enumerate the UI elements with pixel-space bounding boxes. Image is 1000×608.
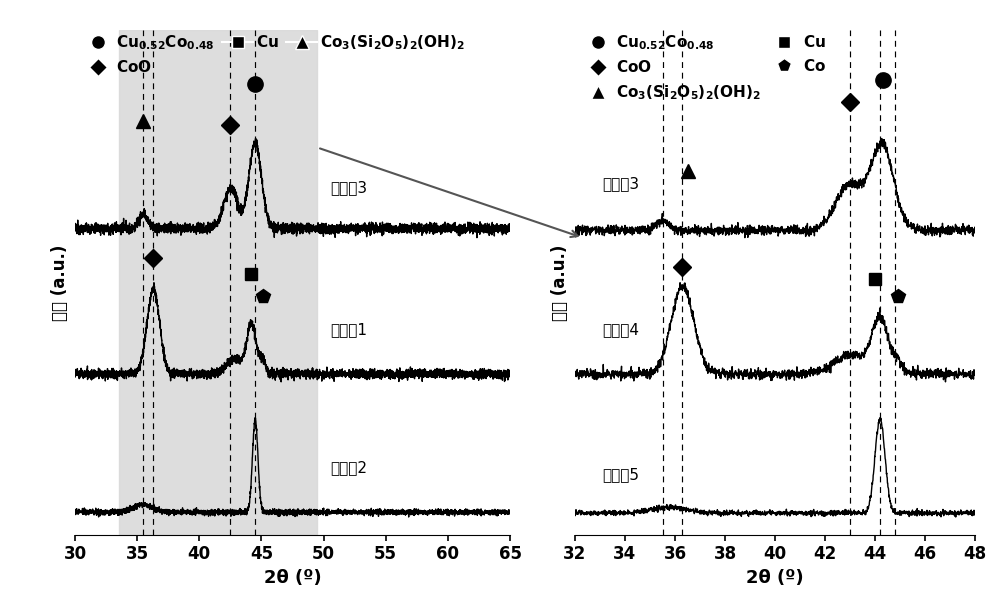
Text: 比较例2: 比较例2 <box>330 460 367 475</box>
X-axis label: 2θ (º): 2θ (º) <box>264 569 321 587</box>
Legend: $\mathbf{Cu_{0.52}Co_{0.48}}$, $\mathbf{CoO}$, $\mathbf{Co_3(Si_2O_5)_2(OH)_2}$,: $\mathbf{Cu_{0.52}Co_{0.48}}$, $\mathbf{… <box>583 33 826 102</box>
Text: 实施例3: 实施例3 <box>330 181 367 196</box>
Text: 比较例1: 比较例1 <box>330 322 367 337</box>
Text: 实施例3: 实施例3 <box>602 176 640 191</box>
Y-axis label: 强度 (a.u.): 强度 (a.u.) <box>551 244 569 321</box>
X-axis label: 2θ (º): 2θ (º) <box>746 569 804 587</box>
Y-axis label: 强度 (a.u.): 强度 (a.u.) <box>51 244 69 321</box>
Text: 比较例5: 比较例5 <box>602 467 640 482</box>
Text: 比较例4: 比较例4 <box>602 322 640 337</box>
Legend: $\mathbf{Cu_{0.52}Co_{0.48}}$, $\mathbf{CoO}$, $\mathbf{Cu}$, $\mathbf{Co_3(Si_2: $\mathbf{Cu_{0.52}Co_{0.48}}$, $\mathbf{… <box>83 33 465 75</box>
Bar <box>119 30 317 535</box>
